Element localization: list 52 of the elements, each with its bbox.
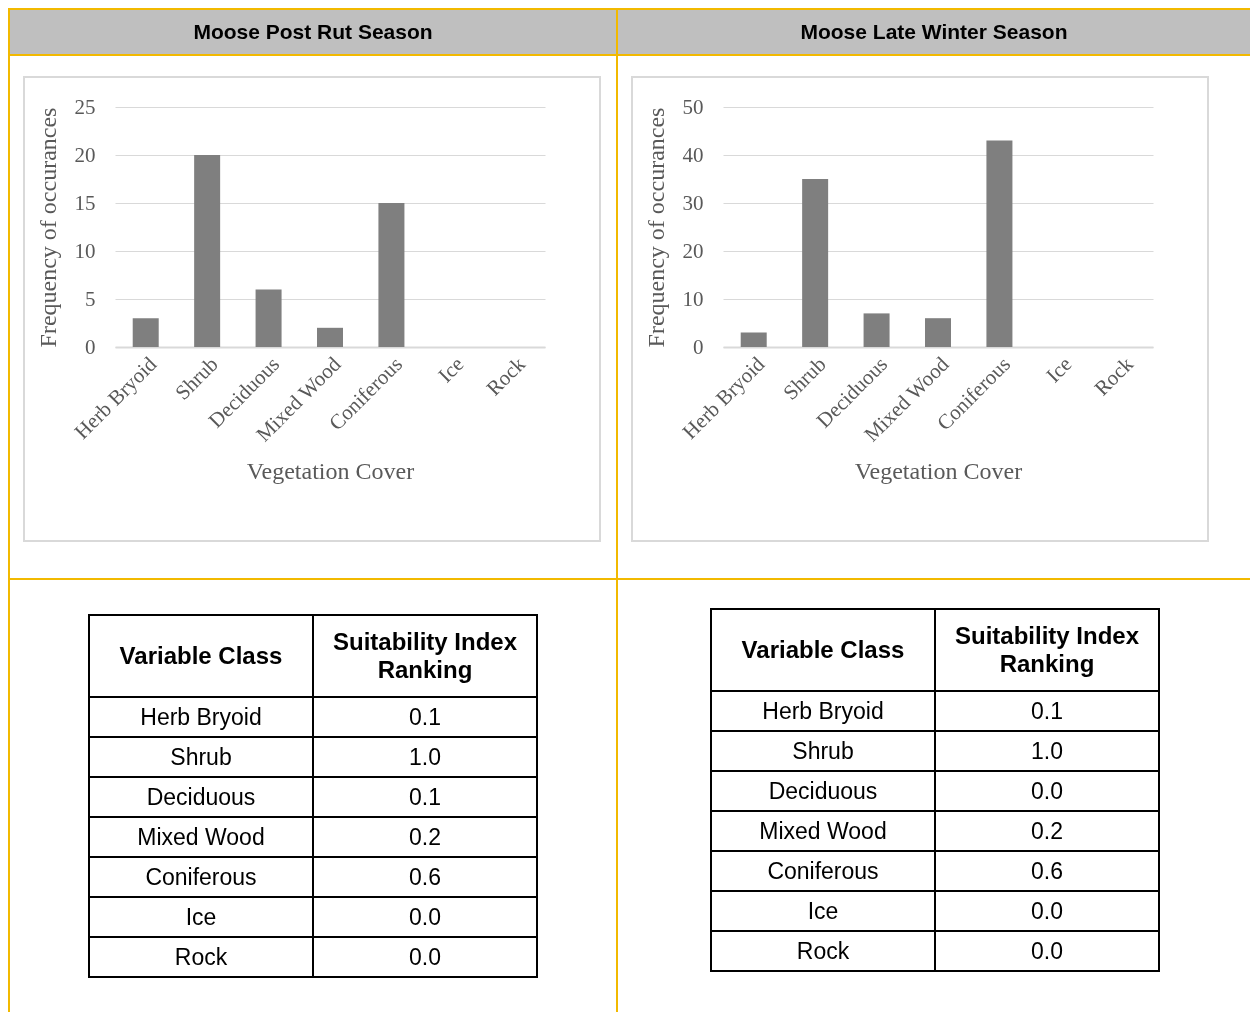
text: 0.6 bbox=[1031, 857, 1063, 884]
chart-title: Moose Post Rut Season bbox=[8, 10, 616, 56]
text: 1.0 bbox=[409, 743, 441, 770]
category-label: Deciduous bbox=[89, 777, 313, 817]
category-label: Herb Bryoid bbox=[711, 691, 935, 731]
y-tick-label: 20 bbox=[74, 142, 96, 167]
y-axis-title: Frequency of occurances bbox=[34, 107, 61, 348]
y-tick-label: 25 bbox=[74, 94, 96, 119]
text: 1.0 bbox=[1031, 737, 1063, 764]
category-label: Ice bbox=[89, 897, 313, 937]
y-axis-title: Frequency of occurances bbox=[642, 107, 669, 348]
category-label: Mixed Wood bbox=[89, 817, 313, 857]
y-tick-label: 0 bbox=[693, 334, 704, 359]
x-axis-title: Vegetation Cover bbox=[854, 457, 1023, 484]
x-tick-label: Ice bbox=[433, 352, 469, 388]
category-label: Mixed Wood bbox=[711, 811, 935, 851]
category-label: Herb Bryoid bbox=[89, 697, 313, 737]
category-label: Rock bbox=[89, 937, 313, 977]
text: 0.1 bbox=[409, 783, 441, 810]
category-label: Coniferous bbox=[711, 851, 935, 891]
text: 0.2 bbox=[409, 823, 441, 850]
category-label: Shrub bbox=[89, 737, 313, 777]
y-tick-label: 40 bbox=[682, 142, 704, 167]
y-tick-label: 5 bbox=[85, 286, 96, 311]
text: 0.0 bbox=[1031, 777, 1063, 804]
text: Suitability Index Ranking bbox=[935, 609, 1159, 691]
text: 0.2 bbox=[1031, 817, 1063, 844]
text: Suitability Index Ranking bbox=[313, 615, 537, 697]
y-tick-label: 20 bbox=[682, 238, 704, 263]
y-tick-label: 30 bbox=[682, 190, 704, 215]
category-label: Ice bbox=[711, 891, 935, 931]
text: Variable Class bbox=[89, 615, 313, 697]
category-label: Deciduous bbox=[711, 771, 935, 811]
chart-title: Moose Late Winter Season bbox=[616, 10, 1250, 56]
text: 0.0 bbox=[409, 903, 441, 930]
text: 0.6 bbox=[409, 863, 441, 890]
x-axis-title: Vegetation Cover bbox=[246, 457, 415, 484]
category-label: Rock bbox=[711, 931, 935, 971]
y-tick-label: 15 bbox=[74, 190, 96, 215]
text: 0.1 bbox=[409, 703, 441, 730]
y-tick-label: 0 bbox=[85, 334, 96, 359]
category-label: Shrub bbox=[711, 731, 935, 771]
y-tick-label: 10 bbox=[682, 286, 704, 311]
y-tick-label: 10 bbox=[74, 238, 96, 263]
text: 0.0 bbox=[1031, 937, 1063, 964]
x-tick-label: Ice bbox=[1041, 352, 1077, 388]
text: Variable Class bbox=[711, 609, 935, 691]
text: 0.0 bbox=[409, 943, 441, 970]
category-label: Coniferous bbox=[89, 857, 313, 897]
text: 0.1 bbox=[1031, 697, 1063, 724]
text: 0.0 bbox=[1031, 897, 1063, 924]
y-tick-label: 50 bbox=[682, 94, 704, 119]
